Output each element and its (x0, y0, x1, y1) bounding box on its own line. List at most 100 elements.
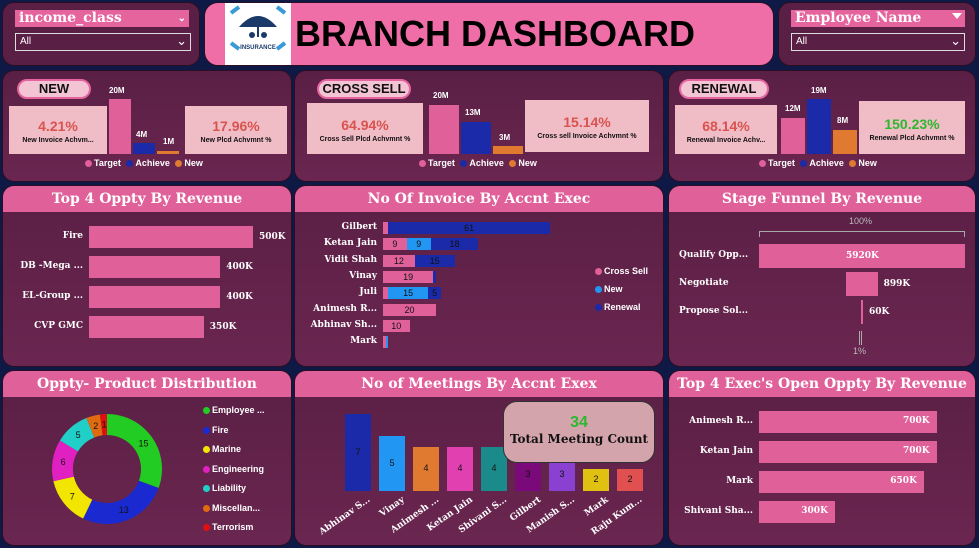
data-label: 4 (457, 463, 463, 473)
kpi-new-pill: NEW (17, 79, 91, 99)
meeting-bar-3 (447, 447, 473, 491)
achieve-bar (461, 122, 491, 154)
panel-title: Oppty- Product Distribution (3, 371, 291, 397)
income-class-slicer: income_class ⌄ All ⌄ (2, 2, 200, 66)
employee-name-dropdown[interactable]: All ⌄ (791, 33, 965, 51)
data-label: 300K (801, 506, 828, 516)
panel-title: No Of Invoice By Accnt Exec (295, 186, 663, 212)
legend-renewal: Renewal (604, 302, 641, 312)
invoice-seg (414, 254, 455, 267)
invoice-panel: No Of Invoice By Accnt Exec Gilbert 61 Ket… (294, 185, 664, 367)
donut-chart: 15 13 7 6 5 2 1 (51, 414, 162, 524)
data-label: 5920K (846, 251, 879, 261)
category-label: Juli (359, 287, 377, 298)
legend-target: Target (768, 158, 795, 168)
funnel-bottom-pct: 1% (853, 346, 867, 356)
bar-0 (759, 411, 937, 433)
legend-dot (126, 160, 134, 168)
bar-2 (759, 471, 925, 493)
invoice-seg (406, 238, 431, 251)
category-label: Vidit Shah (324, 254, 377, 265)
donut-slice-1 (83, 480, 159, 524)
achieve-bar (133, 143, 155, 154)
employee-name-value: All (796, 36, 808, 47)
kpi-renewal-placed-card: 150.23% Renewal Plcd Achvmnt % (859, 101, 965, 154)
product-panel: Oppty- Product Distribution 15 13 7 6 5 2 1 Em… (2, 370, 292, 546)
new-bar (157, 151, 179, 154)
invoice-seg (383, 287, 389, 300)
donut-slice-2 (53, 476, 93, 519)
legend-dot (175, 160, 183, 168)
slice-label: 15 (138, 439, 148, 449)
invoice-seg (383, 319, 410, 332)
legend-label: Marine (212, 444, 242, 454)
achieve-label: 4M (136, 130, 148, 139)
data-label: 60K (869, 307, 890, 317)
meeting-total-card: 34 Total Meeting Count (503, 401, 655, 463)
funnel-bar-0 (759, 244, 965, 268)
funnel-panel: Stage Funnel By Revenue 100% Qualify Opp… (668, 185, 976, 367)
invoice-seg (428, 287, 442, 300)
legend-label: Liability (212, 483, 247, 493)
panel-title: Top 4 Oppty By Revenue (3, 186, 291, 212)
invoice-chart: Gilbert 61 Ketan Jain 9 9 18 Vidit Shah 12 15 Vin… (295, 222, 663, 362)
kpi-renewal-invoice-card: 68.14% Renewal Invoice Achv... (675, 105, 777, 154)
invoice-legend: Cross Sell New Renewal (595, 262, 648, 316)
meeting-total-label: Total Meeting Count (509, 432, 649, 446)
panel-title: Stage Funnel By Revenue (669, 186, 975, 212)
caret-down-icon[interactable] (952, 13, 962, 19)
income-class-dropdown[interactable]: All ⌄ (15, 33, 191, 51)
data-label: 3 (525, 468, 531, 479)
oppty-chart: Fire 500K DB -Mega ... 400K EL-Group ... 400K… (3, 226, 291, 366)
donut-legend: Employee ... Fire Marine Engineering Liabili… (203, 403, 265, 540)
data-label: 350K (209, 322, 237, 332)
funnel-top-pct: 100% (849, 216, 873, 226)
category-label: Gilbert (341, 222, 377, 232)
kpi-new-invoice-card: 4.21% New Invoice Achvm... (9, 106, 107, 154)
chevron-down-icon[interactable]: ⌄ (177, 13, 186, 24)
kpi-new-panel: NEW 4.21% New Invoice Achvm... 20M 4M 1M… (2, 70, 292, 182)
legend-item: Engineering (203, 462, 265, 482)
target-bar (109, 99, 131, 154)
invoice-seg (383, 270, 434, 283)
chevron-down-icon: ⌄ (176, 33, 187, 48)
legend-dot (203, 446, 210, 454)
legend-item: Fire (203, 423, 265, 443)
category-label: Negotiate (679, 278, 729, 288)
kpi-new-placed-card: 17.96% New Plcd Achvmnt % (185, 106, 287, 154)
data-label: 500K (259, 232, 286, 242)
meeting-bar-8 (617, 469, 643, 491)
slice-label: 7 (70, 492, 75, 502)
kpi-label: New Invoice Achvm... (22, 137, 94, 144)
legend-dot (203, 485, 210, 493)
slice-label: 1 (102, 420, 107, 430)
category-label: Vinay (378, 495, 407, 520)
income-class-title: income_class ⌄ (15, 10, 189, 27)
legend-dot (595, 268, 602, 276)
kpi-cross-sell-invoice-card: 15.14% Cross sell Invoice Achvmnt % (525, 100, 649, 152)
data-label: 7 (355, 446, 361, 457)
kpi-value: 150.23% (884, 116, 940, 132)
legend-new: New (858, 158, 877, 168)
legend-label: Miscellan... (212, 502, 261, 513)
legend-new: New (604, 284, 623, 294)
target-bar (781, 118, 805, 154)
legend-item: Terrorism (203, 520, 265, 540)
category-label: Vinay (349, 270, 377, 281)
slice-label: 5 (76, 430, 81, 440)
category-label: CVP GMC (34, 321, 83, 331)
kpi-cross-sell-placed-card: 64.94% Cross Sell Plcd Achvmnt % (307, 103, 423, 154)
legend-target: Target (94, 158, 121, 168)
bar-1 (759, 441, 937, 463)
meeting-bar-6 (549, 458, 575, 491)
invoice-seg (383, 238, 407, 251)
data-label: 899K (883, 279, 911, 289)
funnel-chart: Qualify Opp... 5920K Negotiate 899K Propose … (669, 244, 975, 334)
achieve-label: 13M (465, 108, 481, 117)
meeting-bar-5 (515, 458, 541, 491)
legend-new: New (184, 158, 203, 168)
segment-label: 12 (393, 255, 404, 266)
slice-label: 13 (119, 505, 129, 515)
data-label: 400K (226, 292, 253, 302)
category-label: Mark (350, 336, 377, 347)
